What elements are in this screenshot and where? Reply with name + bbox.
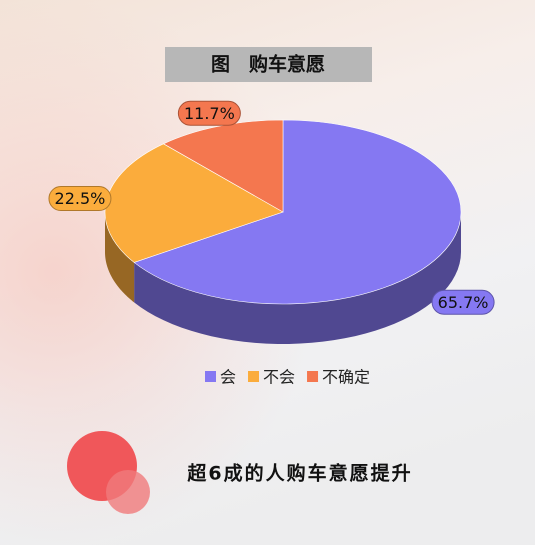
value-label-box xyxy=(177,100,241,126)
pie-slice xyxy=(133,119,462,305)
pie-side xyxy=(134,212,461,344)
value-label-box xyxy=(48,186,112,212)
chart-title: 图 购车意愿 xyxy=(211,53,325,76)
pie-side xyxy=(105,212,135,303)
value-label-box xyxy=(431,289,495,315)
value-label: 11.7% xyxy=(184,104,235,123)
legend-swatch xyxy=(307,371,319,382)
legend: 会 不会 不确定 xyxy=(205,368,370,387)
legend-swatch xyxy=(205,371,216,382)
title-box xyxy=(165,47,372,82)
decor-circle xyxy=(106,470,150,514)
value-label: 22.5% xyxy=(55,189,106,208)
pie-slice xyxy=(162,119,284,213)
pie: 65.7% 22.5% 11.7% xyxy=(48,100,495,344)
legend-label: 不确定 xyxy=(322,368,370,387)
legend-label: 会 xyxy=(220,368,236,387)
headline: 超6成的人购车意愿提升 xyxy=(186,462,412,485)
value-label: 65.7% xyxy=(438,293,489,312)
legend-swatch xyxy=(248,371,260,382)
legend-label: 不会 xyxy=(263,368,295,387)
